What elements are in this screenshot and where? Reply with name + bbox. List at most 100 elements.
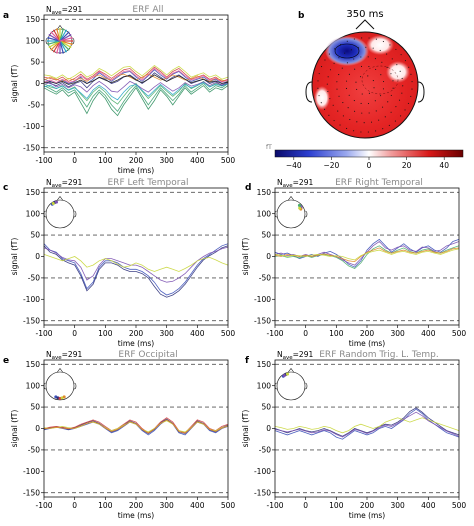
- inset-sensor: [69, 46, 72, 48]
- topomap-sensor: [318, 95, 320, 97]
- panel-letter-e: e: [3, 356, 9, 366]
- topomap-sensor: [321, 66, 323, 68]
- inset-sensor: [71, 40, 73, 42]
- inset-head-outline: [276, 199, 306, 229]
- topomap-sensor: [375, 110, 377, 112]
- series-line-c-4: [43, 254, 229, 272]
- topomap-sensor: [336, 81, 338, 83]
- y-axis-label: signal (fT): [10, 238, 19, 276]
- inset-sensor: [67, 31, 70, 34]
- topomap-sensor: [410, 95, 412, 97]
- inset-sensor: [48, 34, 51, 36]
- topomap-sensor: [361, 37, 363, 39]
- topomap-sensor: [392, 80, 394, 82]
- nave-label: Nave=291: [46, 178, 82, 189]
- colorbar-tick-label: 40: [439, 161, 449, 170]
- inset-sensor: [48, 46, 51, 48]
- topomap-sensor: [372, 80, 374, 82]
- colorbar-tick-label: −40: [286, 161, 302, 170]
- y-tick-label: -50: [259, 274, 271, 283]
- x-tick-label: 500: [221, 501, 236, 510]
- x-tick-label: 500: [221, 329, 236, 338]
- y-tick-label: 100: [26, 209, 41, 218]
- topomap-sensor: [329, 69, 332, 71]
- panel-a: -100 0 100 200 300 400 500 -150 -100 -50 0 50 100 150…: [10, 5, 235, 175]
- y-tick-label: 50: [30, 231, 40, 240]
- topomap-sensor: [346, 40, 348, 42]
- y-tick-label: 150: [26, 360, 41, 369]
- topomap-sensor: [395, 106, 397, 108]
- topomap-sensor: [356, 88, 358, 90]
- x-tick-label: 200: [129, 156, 144, 165]
- topomap-sensor: [367, 56, 369, 58]
- panel-e: -100 0 100 200 300 400 500 -150 -100 -50 0 50 100 150…: [10, 350, 235, 520]
- panel-letter-d: d: [245, 183, 251, 193]
- inset-sensor: [47, 43, 50, 46]
- topomap-sensor: [320, 102, 322, 104]
- inset-sensor: [47, 36, 50, 39]
- series-line-a-6: [43, 66, 229, 82]
- topomap-sensor: [367, 75, 369, 77]
- topomap-sensor: [365, 46, 367, 48]
- y-tick-label: -100: [254, 467, 271, 476]
- topomap-sensor: [345, 80, 348, 82]
- topomap-sensor: [374, 58, 376, 60]
- topomap-sensor: [396, 64, 398, 66]
- topomap-sensor: [375, 130, 377, 132]
- topomap-sensor: [374, 100, 376, 102]
- topomap-sensor: [382, 88, 385, 90]
- topomap-sensor: [398, 99, 401, 101]
- topomap-sensor: [388, 124, 390, 126]
- inset-nose: [287, 368, 295, 373]
- topomap-sensor: [317, 80, 319, 82]
- colorbar-tick-label: 20: [402, 161, 412, 170]
- topomap-sensor: [368, 92, 370, 94]
- y-tick-label: -150: [254, 316, 271, 325]
- topomap-sensor: [346, 62, 348, 64]
- inset-head: [274, 196, 308, 229]
- x-axis-label: time (ms): [118, 339, 154, 348]
- inset-sensor: [282, 374, 286, 377]
- topomap-sensor: [381, 61, 383, 63]
- y-tick-label: -150: [254, 488, 271, 497]
- inset-sensor: [65, 29, 67, 32]
- series-line-a-10: [43, 67, 229, 84]
- topomap-sensor: [382, 128, 384, 130]
- topomap-sensor: [318, 73, 320, 75]
- series-line-c-2: [43, 245, 229, 298]
- topomap-sensor: [380, 95, 382, 97]
- topomap-sensor: [378, 119, 380, 121]
- topomap-sensor: [357, 47, 360, 49]
- y-tick-label: -100: [254, 295, 271, 304]
- x-tick-label: 100: [329, 501, 344, 510]
- topomap-sensors: [317, 37, 413, 133]
- topomap-sensor: [326, 83, 328, 85]
- x-tick-label: 200: [129, 501, 144, 510]
- topomap-sensor: [324, 59, 326, 61]
- topomap-sensor: [349, 118, 351, 121]
- y-tick-label: 150: [257, 360, 272, 369]
- topomap-sensor: [395, 48, 397, 50]
- series-line-f-1: [274, 408, 460, 440]
- x-tick-label: 0: [303, 329, 308, 338]
- y-tick-label: -150: [23, 316, 40, 325]
- y-tick-label: 150: [26, 188, 41, 197]
- inset-sensor: [50, 48, 53, 51]
- x-tick-label: 0: [303, 501, 308, 510]
- topomap-sensor: [401, 77, 403, 80]
- inset-sensor: [70, 43, 73, 46]
- y-tick-label: 0: [266, 252, 271, 261]
- y-tick-label: -100: [23, 467, 40, 476]
- topomap-sensor: [355, 81, 357, 83]
- inset-left-ear: [274, 210, 278, 218]
- topomap-sensor: [411, 81, 413, 83]
- x-tick-label: -100: [266, 329, 283, 338]
- inset-head-outline: [276, 371, 306, 401]
- inset-sensor: [70, 36, 73, 39]
- inset-nose: [56, 25, 64, 30]
- topomap-sensor: [327, 90, 329, 93]
- panel-f: -100 0 100 200 300 400 500 -150 -100 -50 0 50 100 150…: [241, 350, 466, 520]
- head-right-ear: [417, 81, 425, 103]
- topomap-sensor: [368, 112, 370, 114]
- x-axis-label: time (ms): [118, 511, 154, 520]
